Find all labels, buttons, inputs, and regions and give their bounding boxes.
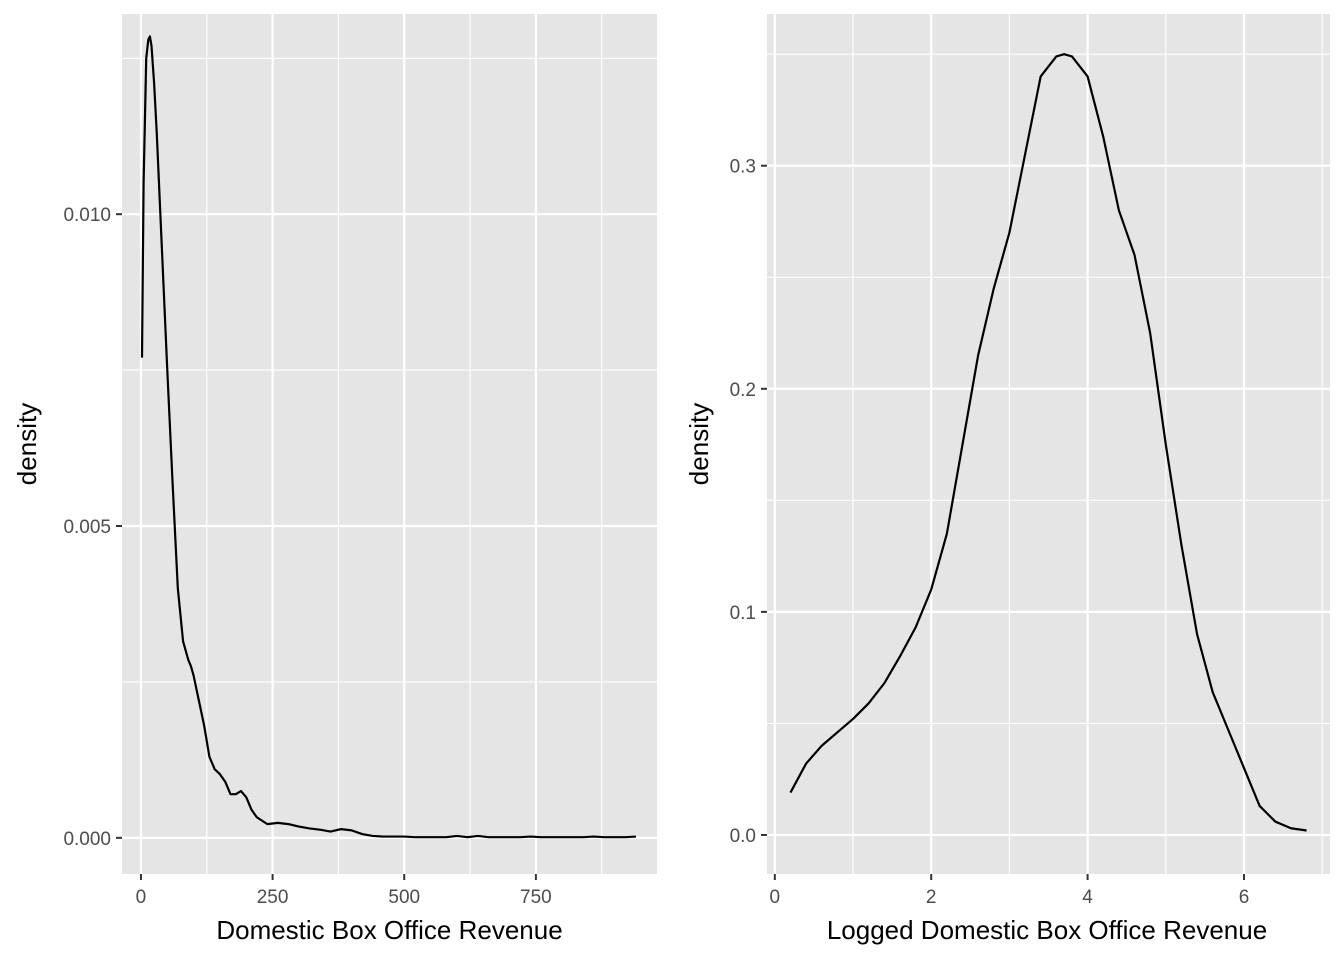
left-density-line [140, 35, 637, 839]
left-y-tick-label: 0.000 [63, 829, 111, 850]
right-plot-background [767, 14, 1330, 874]
left-x-tick-label: 250 [257, 887, 289, 908]
left-x-axis-title: Domestic Box Office Revenue [216, 915, 562, 945]
right-y-tick-label: 0.1 [730, 603, 756, 624]
left-grid [122, 14, 657, 874]
right-y-tick-label: 0.0 [730, 826, 756, 847]
left-x-tick-label: 0 [136, 887, 147, 908]
left-axes: 0 250 500 750 0.000 0.005 0.010 [63, 205, 551, 908]
left-y-tick-label: 0.010 [63, 205, 111, 226]
right-panel: 0 2 4 6 0.0 0.1 0.2 0.3 Logged Domestic Box Off… [684, 14, 1330, 945]
right-x-tick-label: 4 [1082, 887, 1093, 908]
right-y-tick-label: 0.3 [730, 157, 756, 178]
right-x-tick-label: 6 [1239, 887, 1250, 908]
left-y-axis-title: density [12, 403, 42, 485]
right-y-tick-label: 0.2 [730, 380, 756, 401]
right-x-tick-label: 2 [926, 887, 937, 908]
left-x-tick-label: 500 [388, 887, 420, 908]
left-x-tick-label: 750 [520, 887, 552, 908]
right-axes: 0 2 4 6 0.0 0.1 0.2 0.3 [730, 157, 1250, 908]
right-x-axis-title: Logged Domestic Box Office Revenue [827, 915, 1267, 945]
right-y-axis-title: density [684, 403, 714, 485]
left-y-tick-label: 0.005 [63, 517, 111, 538]
left-panel: 0 250 500 750 0.000 0.005 0.010 Domestic Box O… [12, 14, 657, 945]
left-plot-background [122, 14, 657, 874]
right-density-line [789, 53, 1307, 832]
right-x-tick-label: 0 [770, 887, 781, 908]
right-grid [767, 14, 1330, 874]
